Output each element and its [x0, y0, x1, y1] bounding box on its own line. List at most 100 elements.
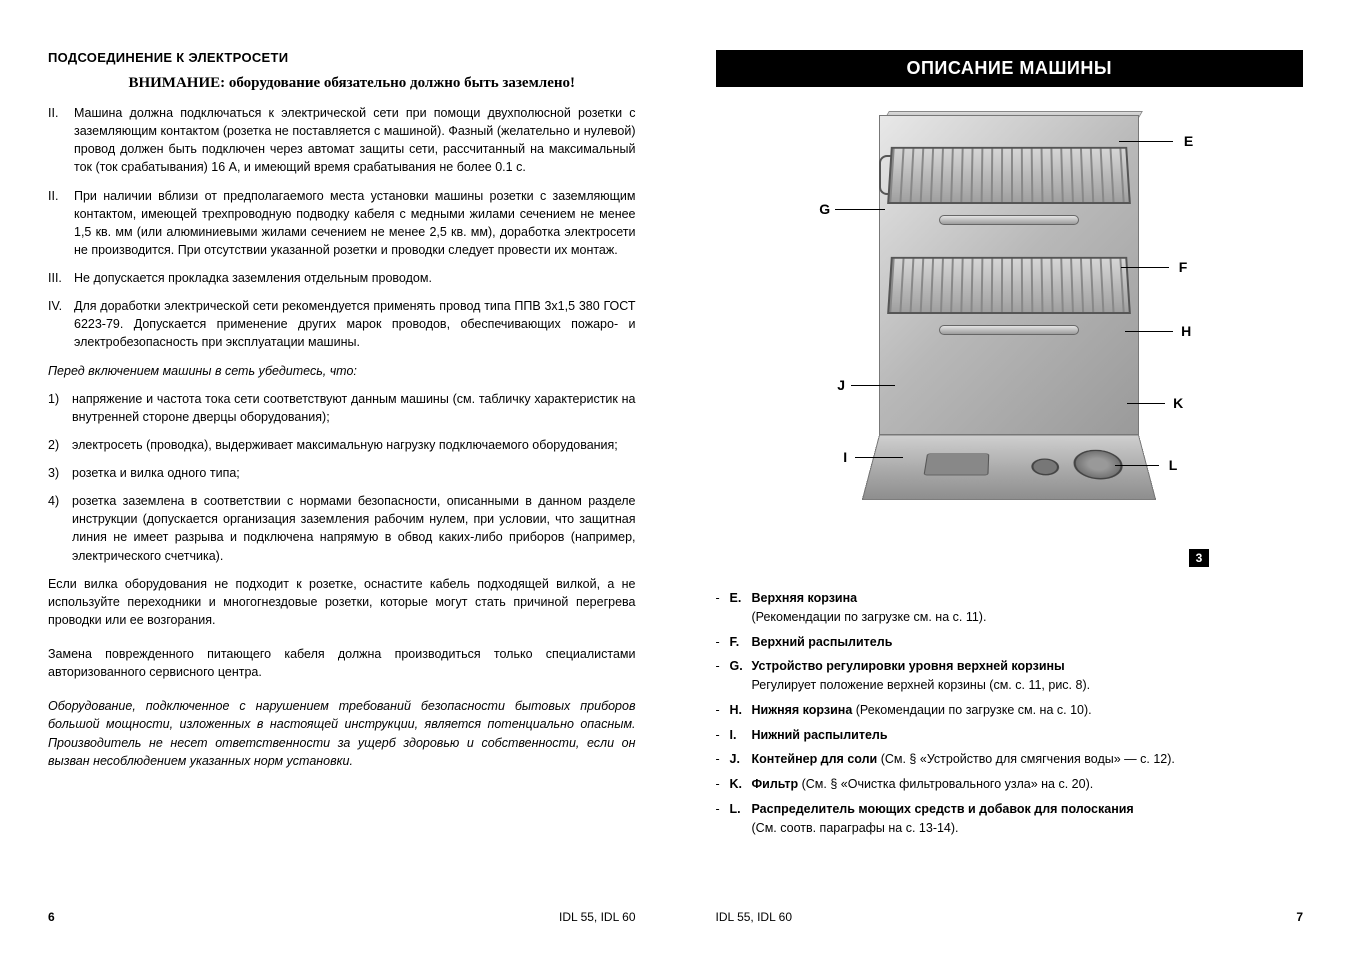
lead-line-icon [1121, 267, 1169, 268]
bullet-dash-icon: - [716, 775, 730, 794]
legend-letter: I. [730, 726, 752, 745]
roman-text: Не допускается прокладка заземления отде… [74, 269, 636, 287]
roman-marker: IV. [48, 297, 74, 351]
roman-item: IV.Для доработки электрической сети реко… [48, 297, 636, 351]
numbered-list: 1)напряжение и частота тока сети соответ… [48, 390, 636, 565]
warning-text: ВНИМАНИЕ: оборудование обязательно должн… [68, 75, 636, 92]
detergent-dispenser [924, 453, 990, 475]
diagram-wrap: E G F H J I K L 3 [716, 105, 1304, 565]
legend-rest: (Рекомендации по загрузке см. на с. 11). [752, 610, 987, 624]
before-on-text: Перед включением машины в сеть убедитесь… [48, 362, 636, 380]
legend-letter: F. [730, 633, 752, 652]
legend-text: Фильтр (См. § «Очистка фильтровального у… [752, 775, 1304, 794]
num-text: розетка заземлена в соответствии с норма… [72, 492, 636, 565]
legend-text: Контейнер для соли (См. § «Устройство дл… [752, 750, 1304, 769]
right-page: ОПИСАНИЕ МАШИНЫ E G F [676, 0, 1351, 954]
legend-text: Нижняя корзина (Рекомендации по загрузке… [752, 701, 1304, 720]
legend-title: Контейнер для соли [752, 752, 878, 766]
legend-rest: (Рекомендации по загрузке см. на с. 10). [852, 703, 1091, 717]
lead-line-icon [855, 457, 903, 458]
left-section-title: ПОДСОЕДИНЕНИЕ К ЭЛЕКТРОСЕТИ [48, 50, 636, 65]
bullet-dash-icon: - [716, 589, 730, 627]
legend-text: Устройство регулировки уровня верхней ко… [752, 657, 1304, 695]
legend-item: -K.Фильтр (См. § «Очистка фильтровальног… [716, 775, 1304, 794]
legend-title: Верхний распылитель [752, 635, 893, 649]
roman-text: При наличии вблизи от предполагаемого ме… [74, 187, 636, 260]
legend-title: Фильтр [752, 777, 799, 791]
legend-item: -I.Нижний распылитель [716, 726, 1304, 745]
roman-marker: II. [48, 187, 74, 260]
roman-item: III.Не допускается прокладка заземления … [48, 269, 636, 287]
machine-diagram: E G F H J I K L 3 [819, 105, 1199, 565]
callout-g: G [819, 201, 830, 217]
legend-letter: K. [730, 775, 752, 794]
lead-line-icon [1115, 465, 1159, 466]
num-item: 4)розетка заземлена в соответствии с нор… [48, 492, 636, 565]
right-page-number: 7 [1296, 910, 1303, 924]
num-marker: 1) [48, 390, 72, 426]
right-model: IDL 55, IDL 60 [716, 910, 793, 924]
legend-letter: L. [730, 800, 752, 838]
legend-text: Верхний распылитель [752, 633, 1304, 652]
callout-j: J [837, 377, 845, 393]
left-page-number: 6 [48, 910, 55, 924]
legend-item: -J.Контейнер для соли (См. § «Устройство… [716, 750, 1304, 769]
legend-rest: (См. соотв. параграфы на с. 13-14). [752, 821, 959, 835]
upper-sprayer [939, 215, 1079, 225]
right-footer: IDL 55, IDL 60 7 [716, 896, 1304, 924]
legend-item: -G.Устройство регулировки уровня верхней… [716, 657, 1304, 695]
bullet-dash-icon: - [716, 701, 730, 720]
lead-line-icon [835, 209, 885, 210]
lower-basket [889, 255, 1129, 315]
callout-i: I [843, 449, 847, 465]
legend-text: Нижний распылитель [752, 726, 1304, 745]
legend-letter: E. [730, 589, 752, 627]
legend-rest: Регулирует положение верхней корзины (см… [752, 678, 1091, 692]
legend-title: Нижняя корзина [752, 703, 853, 717]
num-marker: 2) [48, 436, 72, 454]
legend-title: Устройство регулировки уровня верхней ко… [752, 659, 1065, 673]
legend-title: Нижний распылитель [752, 728, 888, 742]
left-model: IDL 55, IDL 60 [559, 910, 636, 924]
roman-text: Машина должна подключаться к электрическ… [74, 104, 636, 177]
roman-marker: III. [48, 269, 74, 287]
legend-rest: (См. § «Очистка фильтровального узла» на… [798, 777, 1093, 791]
bullet-dash-icon: - [716, 726, 730, 745]
left-page: ПОДСОЕДИНЕНИЕ К ЭЛЕКТРОСЕТИ ВНИМАНИЕ: об… [0, 0, 676, 954]
legend-rest: (См. § «Устройство для смягчения воды» —… [877, 752, 1175, 766]
legend-text: Распределитель моющих средств и добавок … [752, 800, 1304, 838]
legend-title: Верхняя корзина [752, 591, 858, 605]
lead-line-icon [1127, 403, 1165, 404]
callout-h: H [1181, 323, 1191, 339]
lead-line-icon [1119, 141, 1173, 142]
roman-list: II.Машина должна подключаться к электрич… [48, 104, 636, 352]
roman-item: II.Машина должна подключаться к электрич… [48, 104, 636, 177]
legend-item: -E.Верхняя корзина (Рекомендации по загру… [716, 589, 1304, 627]
lead-line-icon [851, 385, 895, 386]
callout-f: F [1179, 259, 1188, 275]
legend-text: Верхняя корзина (Рекомендации по загрузке… [752, 589, 1304, 627]
left-body: II.Машина должна подключаться к электрич… [48, 104, 636, 780]
left-footer: 6 IDL 55, IDL 60 [48, 896, 636, 924]
callout-l: L [1169, 457, 1178, 473]
bullet-dash-icon: - [716, 633, 730, 652]
bullet-dash-icon: - [716, 800, 730, 838]
legend-letter: H. [730, 701, 752, 720]
num-item: 3)розетка и вилка одного типа; [48, 464, 636, 482]
figure-number-badge: 3 [1189, 549, 1210, 567]
legend-title: Распределитель моющих средств и добавок … [752, 802, 1134, 816]
bullet-dash-icon: - [716, 750, 730, 769]
right-section-header: ОПИСАНИЕ МАШИНЫ [716, 50, 1304, 87]
lead-line-icon [1125, 331, 1173, 332]
callout-e: E [1184, 133, 1193, 149]
upper-basket [889, 145, 1129, 205]
num-text: электросеть (проводка), выдерживает макс… [72, 436, 636, 454]
roman-item: II.При наличии вблизи от предполагаемого… [48, 187, 636, 260]
callout-k: K [1173, 395, 1183, 411]
legend-item: -L.Распределитель моющих средств и добав… [716, 800, 1304, 838]
num-text: напряжение и частота тока сети соответст… [72, 390, 636, 426]
num-marker: 3) [48, 464, 72, 482]
num-text: розетка и вилка одного типа; [72, 464, 636, 482]
legend-list: -E.Верхняя корзина(Рекомендации по загру… [716, 589, 1304, 843]
bullet-dash-icon: - [716, 657, 730, 695]
